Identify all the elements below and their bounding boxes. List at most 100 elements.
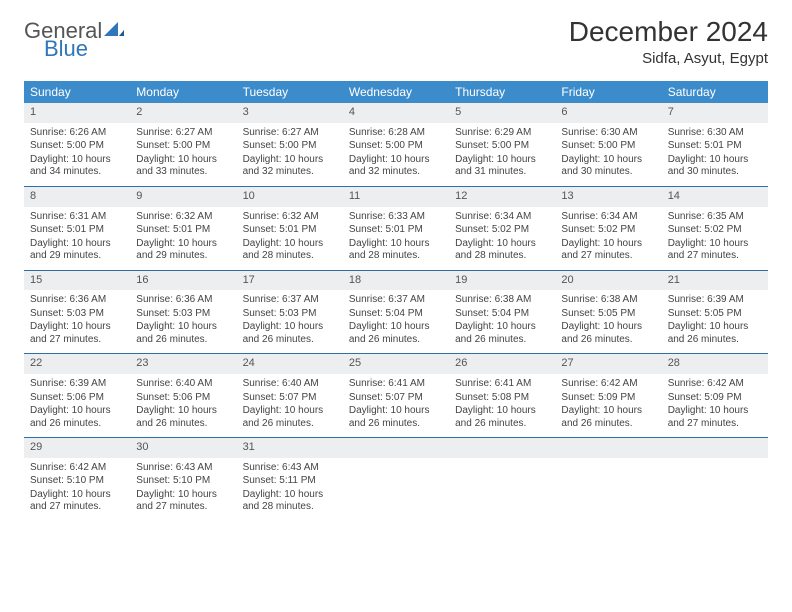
- sunset-line: Sunset: 5:00 PM: [455, 140, 549, 153]
- sunrise-line: Sunrise: 6:27 AM: [243, 127, 337, 140]
- sunrise-line: Sunrise: 6:42 AM: [30, 462, 124, 475]
- sunrise-line: Sunrise: 6:41 AM: [349, 378, 443, 391]
- day-number: 13: [555, 187, 661, 207]
- header: General Blue December 2024 Sidfa, Asyut,…: [24, 16, 768, 69]
- day-of-week-label: Thursday: [449, 81, 555, 103]
- sunset-line: Sunset: 5:02 PM: [561, 224, 655, 237]
- week-row: 1Sunrise: 6:26 AMSunset: 5:00 PMDaylight…: [24, 103, 768, 187]
- week-row: 8Sunrise: 6:31 AMSunset: 5:01 PMDaylight…: [24, 187, 768, 271]
- sunrise-line: Sunrise: 6:31 AM: [30, 211, 124, 224]
- sunset-line: Sunset: 5:09 PM: [561, 392, 655, 405]
- day-cell: 20 Sunrise: 6:38 AMSunset: 5:05 PMDayligh…: [555, 271, 661, 354]
- day-number: 7: [662, 103, 768, 123]
- sunrise-line: Sunrise: 6:43 AM: [243, 462, 337, 475]
- day-number: 23: [130, 354, 236, 374]
- day-body: Sunrise: 6:42 AMSunset: 5:10 PMDaylight:…: [24, 458, 130, 521]
- sunrise-line: Sunrise: 6:30 AM: [668, 127, 762, 140]
- sunset-line: Sunset: 5:06 PM: [136, 392, 230, 405]
- sunrise-line: Sunrise: 6:40 AM: [243, 378, 337, 391]
- sunrise-line: Sunrise: 6:39 AM: [30, 378, 124, 391]
- day-number: 30: [130, 438, 236, 458]
- daylight-line: Daylight: 10 hours and 27 minutes.: [668, 238, 762, 263]
- day-body: Sunrise: 6:32 AMSunset: 5:01 PMDaylight:…: [237, 207, 343, 270]
- day-of-week-label: Sunday: [24, 81, 130, 103]
- sunset-line: Sunset: 5:00 PM: [30, 140, 124, 153]
- sunrise-line: Sunrise: 6:37 AM: [243, 294, 337, 307]
- day-body: Sunrise: 6:38 AMSunset: 5:04 PMDaylight:…: [449, 290, 555, 353]
- daylight-line: Daylight: 10 hours and 26 minutes.: [561, 405, 655, 430]
- sunrise-line: Sunrise: 6:27 AM: [136, 127, 230, 140]
- sunset-line: Sunset: 5:02 PM: [668, 224, 762, 237]
- sunset-line: Sunset: 5:05 PM: [561, 308, 655, 321]
- month-title: December 2024: [569, 16, 768, 48]
- day-cell: 10Sunrise: 6:32 AMSunset: 5:01 PMDayligh…: [237, 187, 343, 270]
- sunset-line: Sunset: 5:03 PM: [30, 308, 124, 321]
- day-number: .: [662, 438, 768, 458]
- day-body: Sunrise: 6:27 AMSunset: 5:00 PMDaylight:…: [237, 123, 343, 186]
- day-cell: 5Sunrise: 6:29 AMSunset: 5:00 PMDaylight…: [449, 103, 555, 186]
- week-row: 22Sunrise: 6:39 AMSunset: 5:06 PMDayligh…: [24, 354, 768, 438]
- day-cell: .: [662, 438, 768, 521]
- sunrise-line: Sunrise: 6:30 AM: [561, 127, 655, 140]
- day-body: Sunrise: 6:32 AMSunset: 5:01 PMDaylight:…: [130, 207, 236, 270]
- sunrise-line: Sunrise: 6:32 AM: [136, 211, 230, 224]
- calendar: SundayMondayTuesdayWednesdayThursdayFrid…: [24, 81, 768, 521]
- daylight-line: Daylight: 10 hours and 32 minutes.: [349, 154, 443, 179]
- day-cell: 9Sunrise: 6:32 AMSunset: 5:01 PMDaylight…: [130, 187, 236, 270]
- sunrise-line: Sunrise: 6:41 AM: [455, 378, 549, 391]
- sunset-line: Sunset: 5:08 PM: [455, 392, 549, 405]
- daylight-line: Daylight: 10 hours and 31 minutes.: [455, 154, 549, 179]
- sunset-line: Sunset: 5:01 PM: [30, 224, 124, 237]
- logo: General Blue: [24, 16, 124, 60]
- sunset-line: Sunset: 5:00 PM: [561, 140, 655, 153]
- day-number: 14: [662, 187, 768, 207]
- daylight-line: Daylight: 10 hours and 28 minutes.: [349, 238, 443, 263]
- day-body: Sunrise: 6:30 AMSunset: 5:00 PMDaylight:…: [555, 123, 661, 186]
- daylight-line: Daylight: 10 hours and 27 minutes.: [136, 489, 230, 514]
- day-cell: 2Sunrise: 6:27 AMSunset: 5:00 PMDaylight…: [130, 103, 236, 186]
- day-cell: 31Sunrise: 6:43 AMSunset: 5:11 PMDayligh…: [237, 438, 343, 521]
- week-row: 15Sunrise: 6:36 AMSunset: 5:03 PMDayligh…: [24, 271, 768, 355]
- daylight-line: Daylight: 10 hours and 26 minutes.: [243, 405, 337, 430]
- day-number: 29: [24, 438, 130, 458]
- day-body: Sunrise: 6:43 AMSunset: 5:10 PMDaylight:…: [130, 458, 236, 521]
- day-body: Sunrise: 6:35 AMSunset: 5:02 PMDaylight:…: [662, 207, 768, 270]
- daylight-line: Daylight: 10 hours and 26 minutes.: [455, 321, 549, 346]
- sunset-line: Sunset: 5:02 PM: [455, 224, 549, 237]
- daylight-line: Daylight: 10 hours and 26 minutes.: [455, 405, 549, 430]
- day-cell: 29Sunrise: 6:42 AMSunset: 5:10 PMDayligh…: [24, 438, 130, 521]
- sunrise-line: Sunrise: 6:26 AM: [30, 127, 124, 140]
- day-body: Sunrise: 6:28 AMSunset: 5:00 PMDaylight:…: [343, 123, 449, 186]
- daylight-line: Daylight: 10 hours and 27 minutes.: [30, 489, 124, 514]
- sunset-line: Sunset: 5:05 PM: [668, 308, 762, 321]
- day-body: Sunrise: 6:36 AMSunset: 5:03 PMDaylight:…: [24, 290, 130, 353]
- day-body: Sunrise: 6:37 AMSunset: 5:03 PMDaylight:…: [237, 290, 343, 353]
- sunset-line: Sunset: 5:00 PM: [243, 140, 337, 153]
- sunrise-line: Sunrise: 6:39 AM: [668, 294, 762, 307]
- day-number: 17: [237, 271, 343, 291]
- sunrise-line: Sunrise: 6:43 AM: [136, 462, 230, 475]
- day-number: 20: [555, 271, 661, 291]
- sunrise-line: Sunrise: 6:32 AM: [243, 211, 337, 224]
- sunset-line: Sunset: 5:00 PM: [349, 140, 443, 153]
- day-cell: 18Sunrise: 6:37 AMSunset: 5:04 PMDayligh…: [343, 271, 449, 354]
- day-number: 16: [130, 271, 236, 291]
- sunset-line: Sunset: 5:01 PM: [136, 224, 230, 237]
- day-number: 12: [449, 187, 555, 207]
- daylight-line: Daylight: 10 hours and 27 minutes.: [668, 405, 762, 430]
- day-number: 11: [343, 187, 449, 207]
- day-number: 27: [555, 354, 661, 374]
- sunrise-line: Sunrise: 6:38 AM: [561, 294, 655, 307]
- day-cell: 24Sunrise: 6:40 AMSunset: 5:07 PMDayligh…: [237, 354, 343, 437]
- daylight-line: Daylight: 10 hours and 34 minutes.: [30, 154, 124, 179]
- day-cell: 15Sunrise: 6:36 AMSunset: 5:03 PMDayligh…: [24, 271, 130, 354]
- day-number: 26: [449, 354, 555, 374]
- daylight-line: Daylight: 10 hours and 26 minutes.: [136, 405, 230, 430]
- sunrise-line: Sunrise: 6:33 AM: [349, 211, 443, 224]
- day-number: 3: [237, 103, 343, 123]
- day-body: Sunrise: 6:33 AMSunset: 5:01 PMDaylight:…: [343, 207, 449, 270]
- day-cell: 4Sunrise: 6:28 AMSunset: 5:00 PMDaylight…: [343, 103, 449, 186]
- sunrise-line: Sunrise: 6:40 AM: [136, 378, 230, 391]
- daylight-line: Daylight: 10 hours and 26 minutes.: [561, 321, 655, 346]
- day-cell: 7Sunrise: 6:30 AMSunset: 5:01 PMDaylight…: [662, 103, 768, 186]
